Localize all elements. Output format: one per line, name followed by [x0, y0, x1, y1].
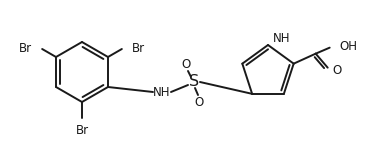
Text: NH: NH [153, 86, 171, 98]
Text: Br: Br [19, 42, 32, 55]
Text: S: S [189, 74, 199, 90]
Text: OH: OH [340, 40, 358, 53]
Text: O: O [194, 95, 203, 108]
Text: Br: Br [75, 124, 89, 137]
Text: Br: Br [132, 42, 145, 55]
Text: O: O [333, 64, 342, 77]
Text: O: O [182, 58, 191, 72]
Text: NH: NH [273, 33, 291, 46]
